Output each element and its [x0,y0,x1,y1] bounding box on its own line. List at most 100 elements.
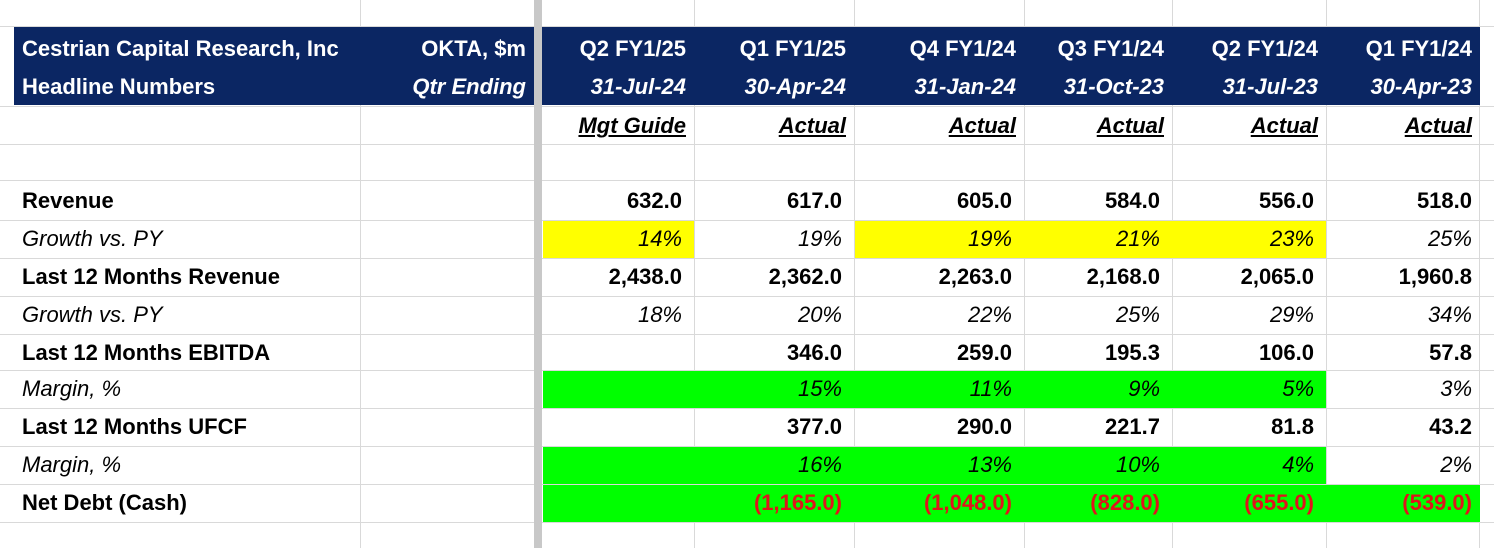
gridline [854,0,855,548]
table-cell[interactable]: (1,165.0) [753,490,842,515]
table-cell[interactable]: (655.0) [1244,490,1314,515]
header-band-right [542,27,1480,105]
table-cell[interactable] [542,370,690,408]
table-cell[interactable]: 16% [797,452,842,477]
table-cell[interactable]: 19% [967,226,1012,251]
highlight-green [543,485,1480,522]
column-type-label: Mgt Guide [578,113,686,138]
report-title: Cestrian Capital Research, Inc [22,36,339,61]
column-type-label: Actual [1096,113,1164,138]
table-cell[interactable]: 22% [967,302,1012,327]
table-cell[interactable] [542,446,690,484]
gridline [0,296,1494,297]
table-cell[interactable]: 2% [1440,452,1472,477]
table-cell[interactable]: 2,263.0 [938,264,1012,289]
table-cell[interactable]: 605.0 [956,188,1012,213]
table-cell[interactable]: 18% [637,302,682,327]
table-cell[interactable]: 377.0 [786,414,842,439]
table-cell[interactable]: 259.0 [956,340,1012,365]
gridline [0,144,1494,145]
gridline [694,0,695,548]
table-cell[interactable]: 25% [1427,226,1472,251]
row-label: Margin, % [22,376,122,401]
table-cell[interactable]: 15% [797,376,842,401]
gridline [0,258,1494,259]
table-cell[interactable]: (1,048.0) [923,490,1012,515]
table-cell[interactable]: 19% [797,226,842,251]
table-cell[interactable]: 2,168.0 [1086,264,1160,289]
gridline [360,0,361,548]
table-cell[interactable]: 1,960.8 [1398,264,1472,289]
table-cell[interactable]: (539.0) [1402,490,1472,515]
column-quarter-header: Q3 FY1/24 [1057,36,1164,61]
column-quarter-header: Q1 FY1/24 [1365,36,1472,61]
gridline [0,26,1494,27]
table-cell[interactable]: 556.0 [1258,188,1314,213]
frozen-pane-divider[interactable] [534,0,542,548]
column-quarter-header: Q2 FY1/25 [579,36,686,61]
table-cell[interactable]: 21% [1115,226,1160,251]
table-cell[interactable]: 221.7 [1104,414,1160,439]
gridline [0,370,1494,371]
table-cell[interactable]: 11% [969,376,1012,401]
table-cell[interactable]: 43.2 [1429,414,1472,439]
table-cell[interactable]: 2,362.0 [768,264,842,289]
column-date-header: 31-Jul-24 [590,74,686,99]
highlight-yellow [543,221,694,258]
report-subtitle: Headline Numbers [22,74,216,99]
table-cell[interactable]: 9% [1128,376,1160,401]
column-date-header: 30-Apr-23 [1370,74,1472,99]
header-band-left [14,27,534,105]
gridline [1024,0,1025,548]
column-type-label: Actual [1404,113,1472,138]
table-cell[interactable]: 57.8 [1429,340,1472,365]
gridline [0,220,1494,221]
column-quarter-header: Q4 FY1/24 [909,36,1016,61]
qtr-ending-label: Qtr Ending [412,74,526,99]
table-cell[interactable]: 4% [1282,452,1314,477]
table-cell[interactable]: 617.0 [786,188,842,213]
gridline [0,446,1494,447]
column-quarter-header: Q1 FY1/25 [739,36,846,61]
table-cell[interactable]: 14% [637,226,682,251]
table-cell[interactable] [542,484,690,522]
table-cell[interactable]: 20% [797,302,842,327]
row-label: Revenue [22,188,114,213]
column-date-header: 31-Jul-23 [1222,74,1318,99]
gridline [1172,0,1173,548]
highlight-green [543,371,1326,408]
column-date-header: 31-Jan-24 [914,74,1016,99]
table-cell[interactable]: 290.0 [956,414,1012,439]
table-cell[interactable]: 25% [1115,302,1160,327]
table-cell[interactable]: 34% [1427,302,1472,327]
gridline [0,408,1494,409]
table-cell[interactable]: 584.0 [1104,188,1160,213]
column-type-label: Actual [948,113,1016,138]
table-cell[interactable]: 2,438.0 [608,264,682,289]
table-cell[interactable] [542,408,690,446]
table-cell[interactable]: 106.0 [1258,340,1314,365]
row-label: Last 12 Months EBITDA [22,340,271,365]
table-cell[interactable] [542,334,690,372]
table-cell[interactable]: 10% [1115,452,1160,477]
table-cell[interactable]: 518.0 [1416,188,1472,213]
table-cell[interactable]: 195.3 [1104,340,1160,365]
table-cell[interactable]: 81.8 [1271,414,1314,439]
table-cell[interactable]: 23% [1269,226,1314,251]
table-cell[interactable]: 346.0 [786,340,842,365]
table-cell[interactable]: 2,065.0 [1240,264,1314,289]
table-cell[interactable]: 3% [1440,376,1472,401]
column-date-header: 31-Oct-23 [1063,74,1164,99]
table-cell[interactable]: 13% [967,452,1012,477]
column-type-label: Actual [1250,113,1318,138]
table-cell[interactable]: (828.0) [1090,490,1160,515]
table-cell[interactable]: 29% [1269,302,1314,327]
table-cell[interactable]: 632.0 [626,188,682,213]
ticker-label: OKTA, $m [421,36,526,61]
table-cell[interactable]: 5% [1282,376,1314,401]
row-label: Last 12 Months Revenue [22,264,280,289]
row-label: Net Debt (Cash) [22,490,188,515]
gridline [0,106,1494,107]
gridline [0,484,1494,485]
